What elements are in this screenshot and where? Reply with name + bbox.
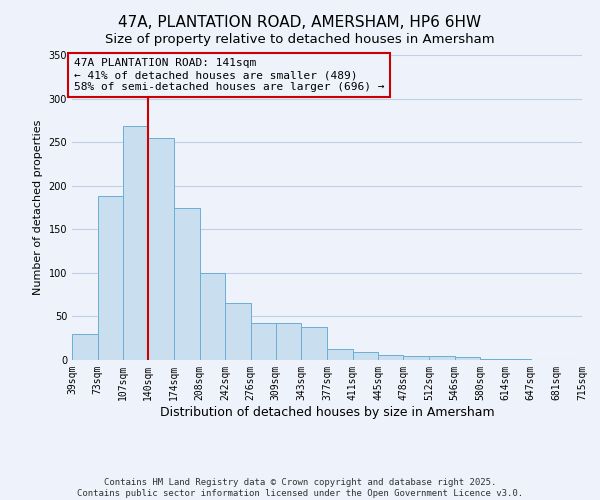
Bar: [98, 196, 124, 360]
Bar: [429, 356, 455, 360]
Bar: [174, 208, 199, 360]
Bar: [148, 138, 174, 360]
Text: 47A, PLANTATION ROAD, AMERSHAM, HP6 6HW: 47A, PLANTATION ROAD, AMERSHAM, HP6 6HW: [118, 15, 482, 30]
Bar: [301, 327, 327, 360]
Text: Size of property relative to detached houses in Amersham: Size of property relative to detached ho…: [105, 32, 495, 46]
Bar: [251, 324, 275, 360]
Text: 47A PLANTATION ROAD: 141sqm
← 41% of detached houses are smaller (489)
58% of se: 47A PLANTATION ROAD: 141sqm ← 41% of det…: [74, 58, 384, 92]
Bar: [199, 273, 225, 360]
Bar: [455, 358, 480, 360]
Bar: [275, 324, 301, 360]
X-axis label: Distribution of detached houses by size in Amersham: Distribution of detached houses by size …: [160, 406, 494, 418]
Text: Contains HM Land Registry data © Crown copyright and database right 2025.
Contai: Contains HM Land Registry data © Crown c…: [77, 478, 523, 498]
Bar: [225, 304, 251, 360]
Bar: [379, 355, 403, 360]
Bar: [327, 348, 353, 360]
Bar: [480, 359, 506, 360]
Bar: [403, 356, 429, 360]
Bar: [506, 359, 530, 360]
Bar: [124, 126, 148, 360]
Bar: [72, 334, 98, 360]
Bar: [353, 352, 379, 360]
Y-axis label: Number of detached properties: Number of detached properties: [33, 120, 43, 295]
